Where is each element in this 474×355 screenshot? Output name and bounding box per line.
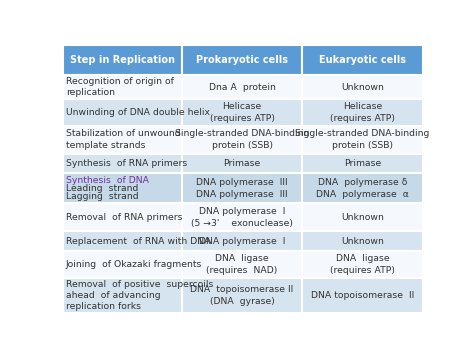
Text: Replacement  of RNA with DNA: Replacement of RNA with DNA [66,236,210,246]
Text: DNA topoisomerase  II: DNA topoisomerase II [311,291,414,300]
Text: Removal  of RNA primers: Removal of RNA primers [66,213,182,222]
Bar [63,251,182,278]
Bar [302,75,423,99]
Text: Synthesis  of RNA primers: Synthesis of RNA primers [66,159,187,168]
Bar [182,203,302,231]
Text: Eukaryotic cells: Eukaryotic cells [319,55,406,65]
Bar [63,231,182,251]
Text: Dna A  protein: Dna A protein [209,83,275,92]
Text: DNA polymerase  I
(5 →3'    exonuclease): DNA polymerase I (5 →3' exonuclease) [191,207,293,228]
Bar [63,45,182,75]
Text: Single-stranded DNA-binding
protein (SSB): Single-stranded DNA-binding protein (SSB… [175,129,309,150]
Text: Primase: Primase [223,159,261,168]
Text: DNA polymerase  I: DNA polymerase I [199,236,285,246]
Text: Synthesis  of DNA: Synthesis of DNA [66,176,149,185]
Bar [182,231,302,251]
Text: Unknown: Unknown [341,236,384,246]
Bar [182,251,302,278]
Bar [302,99,423,126]
Bar [182,75,302,99]
Text: Joining  of Okazaki fragments: Joining of Okazaki fragments [66,260,202,269]
Bar [302,126,423,153]
Bar [63,153,182,173]
Text: Unwinding of DNA double helix: Unwinding of DNA double helix [66,108,210,117]
Text: Removal  of positive  supercoils
ahead  of advancing
replication forks: Removal of positive supercoils ahead of … [66,279,213,311]
Bar [63,278,182,313]
Text: Unknown: Unknown [341,213,384,222]
Bar [302,231,423,251]
Text: Unknown: Unknown [341,83,384,92]
Text: Single-stranded DNA-binding
protein (SSB): Single-stranded DNA-binding protein (SSB… [295,129,430,150]
Bar [63,203,182,231]
Text: Helicase
(requires ATP): Helicase (requires ATP) [330,102,395,123]
Bar [63,75,182,99]
Bar [182,173,302,203]
Bar [302,278,423,313]
Bar [302,203,423,231]
Text: Helicase
(requires ATP): Helicase (requires ATP) [210,102,274,123]
Bar [302,251,423,278]
Bar [63,126,182,153]
Text: DNA  polymerase δ
DNA  polymerase  α: DNA polymerase δ DNA polymerase α [316,178,409,198]
Text: DNA  ligase
(requires  NAD): DNA ligase (requires NAD) [206,254,278,274]
Bar [302,153,423,173]
Text: DNA  topoisomerase II
(DNA  gyrase): DNA topoisomerase II (DNA gyrase) [191,285,294,306]
Bar [302,173,423,203]
Text: Recognition of origin of
replication: Recognition of origin of replication [66,77,174,97]
Text: DNA polymerase  III
DNA polymerase  III: DNA polymerase III DNA polymerase III [196,178,288,198]
Bar [302,45,423,75]
Text: Prokaryotic cells: Prokaryotic cells [196,55,288,65]
Bar [182,45,302,75]
Text: Primase: Primase [344,159,381,168]
Bar [182,153,302,173]
Bar [182,278,302,313]
Bar [182,126,302,153]
Bar [63,99,182,126]
Bar [182,99,302,126]
Text: DNA  ligase
(requires ATP): DNA ligase (requires ATP) [330,254,395,274]
Text: Step in Replication: Step in Replication [70,55,175,65]
Text: Stabilization of unwound
template strands: Stabilization of unwound template strand… [66,129,181,150]
Text: Lagging  strand: Lagging strand [66,192,138,201]
Text: Leading  strand: Leading strand [66,184,138,193]
Bar [63,173,182,203]
